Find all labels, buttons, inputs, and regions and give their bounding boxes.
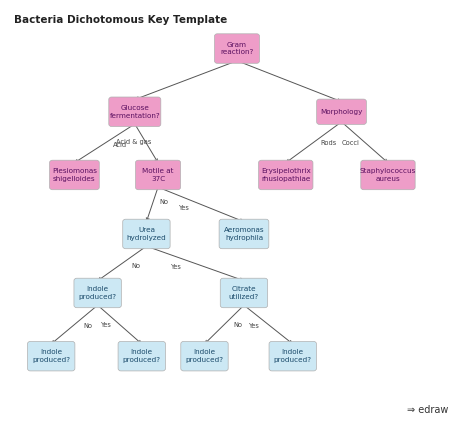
FancyBboxPatch shape: [317, 99, 366, 124]
Text: Urea
hydrolyzed: Urea hydrolyzed: [127, 227, 166, 241]
Text: No: No: [84, 322, 93, 329]
Text: ⇒ edraw: ⇒ edraw: [407, 405, 448, 415]
FancyBboxPatch shape: [109, 97, 161, 126]
Text: Morphology: Morphology: [320, 109, 363, 115]
Text: Staphylococcus
aureus: Staphylococcus aureus: [360, 168, 416, 182]
Text: No: No: [131, 263, 140, 269]
Text: Citrate
utilized?: Citrate utilized?: [229, 286, 259, 300]
Text: Erysipelothrix
rhusiopathiae: Erysipelothrix rhusiopathiae: [261, 168, 310, 182]
Text: Indole
produced?: Indole produced?: [185, 350, 224, 363]
Text: Bacteria Dichotomous Key Template: Bacteria Dichotomous Key Template: [14, 15, 227, 25]
FancyBboxPatch shape: [136, 160, 181, 190]
Text: Indole
produced?: Indole produced?: [79, 286, 117, 300]
Text: Yes: Yes: [179, 205, 190, 211]
Text: Yes: Yes: [172, 264, 182, 270]
FancyBboxPatch shape: [123, 219, 170, 249]
Text: No: No: [159, 199, 168, 205]
Text: Indole
produced?: Indole produced?: [123, 350, 161, 363]
Text: Rods: Rods: [320, 140, 337, 146]
FancyBboxPatch shape: [214, 34, 260, 63]
Text: Indole
produced?: Indole produced?: [32, 350, 70, 363]
FancyBboxPatch shape: [220, 278, 268, 308]
Text: Yes: Yes: [249, 323, 260, 329]
FancyBboxPatch shape: [361, 160, 415, 190]
FancyBboxPatch shape: [50, 160, 99, 190]
Text: Plesiomonas
shigelloides: Plesiomonas shigelloides: [52, 168, 97, 182]
Text: Aeromonas
hydrophila: Aeromonas hydrophila: [224, 227, 264, 241]
FancyBboxPatch shape: [181, 341, 228, 371]
Text: Motile at
37C: Motile at 37C: [142, 168, 174, 182]
Text: Indole
produced?: Indole produced?: [273, 350, 312, 363]
FancyBboxPatch shape: [27, 341, 75, 371]
FancyBboxPatch shape: [269, 341, 317, 371]
Text: Cocci: Cocci: [342, 140, 360, 146]
Text: No: No: [233, 322, 242, 328]
Text: Acid: Acid: [112, 142, 127, 148]
FancyBboxPatch shape: [118, 341, 165, 371]
Text: Acid & gas: Acid & gas: [116, 139, 152, 145]
FancyBboxPatch shape: [74, 278, 121, 308]
FancyBboxPatch shape: [219, 219, 269, 249]
FancyBboxPatch shape: [259, 160, 313, 190]
Text: Yes: Yes: [100, 322, 111, 329]
Text: Gram
reaction?: Gram reaction?: [220, 42, 254, 55]
Text: Glucose
fermentation?: Glucose fermentation?: [109, 105, 160, 119]
